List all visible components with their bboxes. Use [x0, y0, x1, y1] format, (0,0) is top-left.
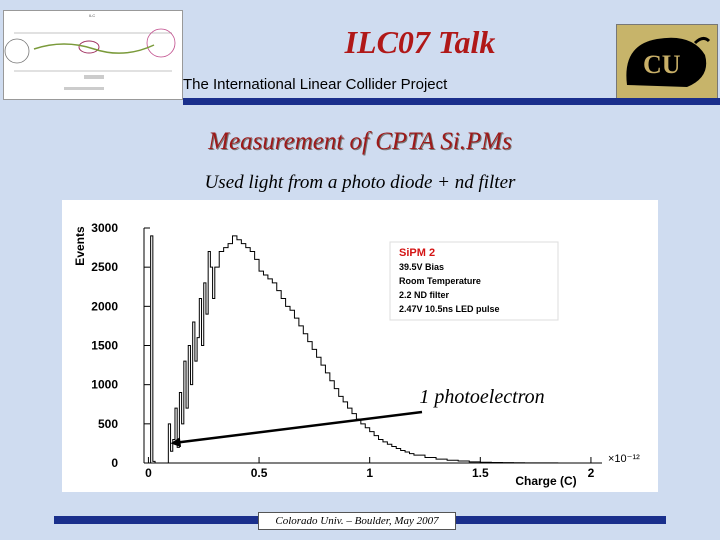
footer-text: Colorado Univ. – Boulder, May 2007: [258, 512, 456, 530]
annotation-arrowhead: [170, 437, 182, 448]
x-axis-label: Charge (C): [515, 474, 576, 488]
y-tick-label: 2000: [91, 299, 118, 313]
x-tick-label: 0: [145, 466, 152, 480]
x-tick-label: 1.5: [472, 466, 489, 480]
y-tick-label: 1500: [91, 339, 118, 353]
svg-text:CU: CU: [643, 50, 681, 79]
cu-buffalo-logo: CU: [616, 24, 718, 100]
x-tick-label: 2: [588, 466, 595, 480]
y-tick-label: 1000: [91, 378, 118, 392]
photoelectron-annotation: 1 photoelectron: [419, 386, 544, 408]
y-tick-label: 0: [111, 456, 118, 470]
y-tick-label: 3000: [91, 221, 118, 235]
legend-line-1: 39.5V Bias: [399, 262, 444, 272]
slide-caption: Used light from a photo diode + nd filte…: [204, 172, 516, 193]
slide-title: ILC07 Talk: [344, 24, 496, 60]
legend-box: SiPM 2 39.5V Bias Room Temperature 2.2 N…: [389, 241, 559, 321]
legend-line-4: 2.47V 10.5ns LED pulse: [399, 304, 500, 314]
legend-line-0: SiPM 2: [399, 247, 435, 259]
svg-text:ILC: ILC: [89, 13, 95, 18]
header-rule: [183, 98, 720, 105]
detector-thumbnail-image: ILC: [3, 10, 183, 100]
x-exponent-label: ×10⁻¹²: [608, 453, 640, 465]
slide-heading: Measurement of CPTA Si.PMs: [208, 128, 512, 155]
x-tick-label: 1: [366, 466, 373, 480]
legend-line-2: Room Temperature: [399, 276, 481, 286]
charge-histogram-chart: Events Charge (C) ×10⁻¹² 0 0.5 1 1.5 2 0 500 10…: [62, 200, 658, 492]
histogram-series-line: [148, 235, 596, 464]
annotation-arrow: [178, 410, 423, 444]
y-tick-label: 2500: [91, 260, 118, 274]
x-tick-label: 0.5: [251, 466, 268, 480]
y-tick-label: 500: [98, 417, 118, 431]
slide-subtitle: The International Linear Collider Projec…: [183, 76, 448, 93]
legend-line-3: 2.2 ND filter: [399, 290, 450, 300]
y-axis-label: Events: [73, 226, 87, 266]
